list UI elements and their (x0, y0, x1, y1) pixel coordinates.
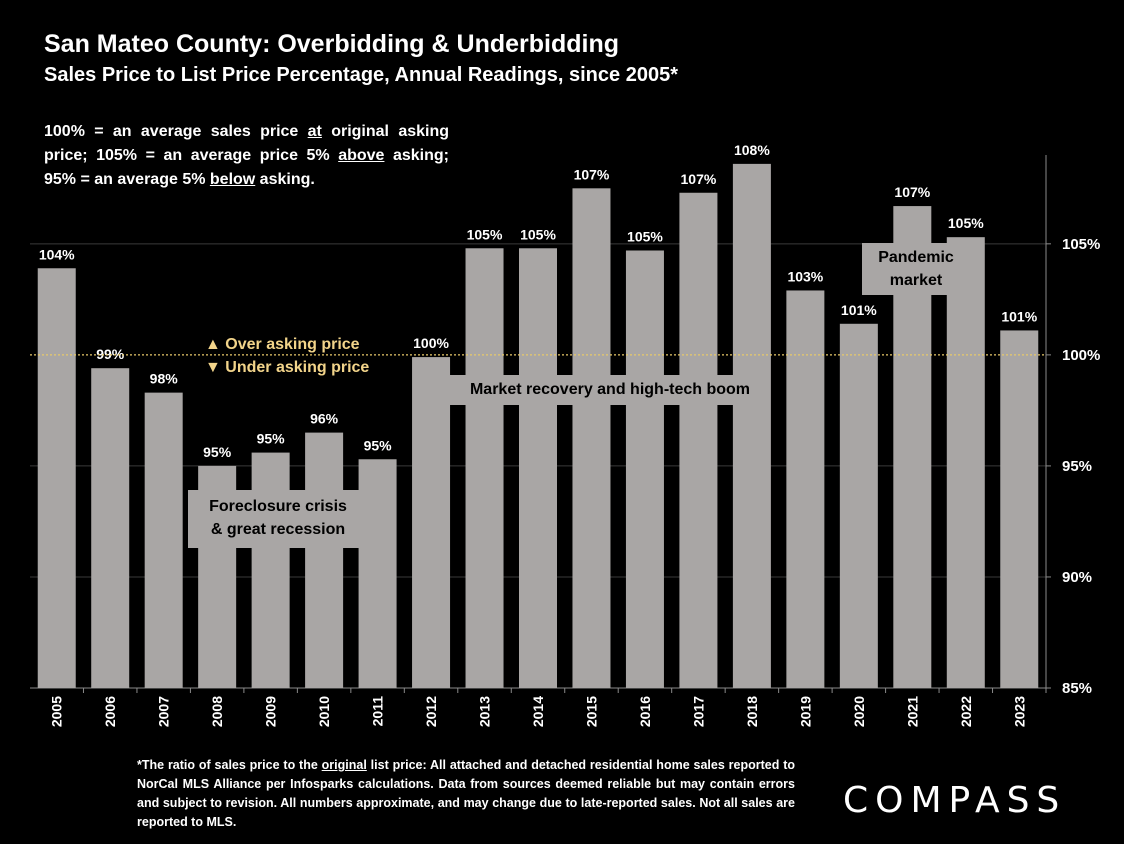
bar-2022 (946, 237, 985, 688)
value-label-2005: 104% (39, 246, 75, 262)
explainer-underline: at (307, 123, 322, 140)
compass-logo: COMPASS (843, 780, 1067, 821)
bar-2020 (839, 323, 878, 688)
x-tick-label-2009: 2009 (263, 696, 279, 727)
bar-2013 (465, 248, 504, 688)
explainer-underline: below (209, 171, 256, 188)
bar-2019 (786, 290, 825, 688)
explainer-underline: above (338, 147, 385, 164)
x-tick-label-2005: 2005 (49, 696, 65, 727)
value-label-2020: 101% (841, 302, 877, 318)
explainer-part: asking; 95% = an average 5% (44, 147, 449, 188)
legend-over-asking: ▲ Over asking price (205, 336, 360, 353)
value-label-2022: 105% (948, 215, 984, 231)
bar-2014 (519, 248, 557, 688)
footnote-part: *The ratio of sales price to the (137, 758, 322, 772)
x-tick-label-2022: 2022 (958, 696, 974, 727)
explainer-part: original asking price; 105% = an average… (44, 123, 450, 164)
y-tick-label-95: 95% (1062, 458, 1092, 475)
value-label-2012: 100% (413, 335, 449, 351)
annotation-foreclosure-line2: & great recession (210, 521, 346, 538)
bar-2010 (305, 432, 344, 688)
footnote-underline: original (321, 758, 367, 772)
reference-legend: ▲ Over asking price ▼ Under asking price (205, 333, 369, 379)
y-tick-label-100: 100% (1062, 347, 1100, 364)
bar-2007 (144, 392, 183, 688)
bar-2016 (625, 250, 664, 688)
value-label-2019: 103% (787, 268, 823, 284)
value-label-2018: 108% (734, 142, 770, 158)
explainer-part: asking. (255, 171, 315, 188)
x-tick-label-2017: 2017 (690, 696, 706, 727)
value-label-2010: 96% (310, 411, 339, 427)
value-label-2021: 107% (894, 184, 930, 200)
x-tick-label-2016: 2016 (637, 696, 653, 727)
chart-subtitle: Sales Price to List Price Percentage, An… (44, 64, 678, 86)
x-tick-label-2010: 2010 (316, 696, 332, 727)
x-tick-label-2006: 2006 (102, 696, 118, 727)
annotation-pandemic-line1: Pandemic (878, 249, 954, 266)
legend-under-asking: ▼ Under asking price (205, 359, 370, 376)
bar-2023 (1000, 330, 1039, 688)
value-label-2008: 95% (203, 444, 232, 460)
x-tick-label-2012: 2012 (423, 696, 439, 727)
value-label-2014: 105% (520, 226, 556, 242)
value-label-2016: 105% (627, 228, 663, 244)
value-label-2023: 101% (1001, 308, 1037, 324)
y-tick-label-90: 90% (1062, 569, 1092, 586)
value-label-2006: 99% (96, 346, 125, 362)
annotation-pandemic-line2: market (889, 272, 943, 289)
bar-2017 (679, 192, 718, 689)
x-tick-label-2023: 2023 (1011, 696, 1027, 727)
annotation-recovery: Market recovery and high-tech boom (450, 375, 770, 405)
annotation-pandemic: Pandemic market (862, 243, 970, 295)
annotation-foreclosure: Foreclosure crisis & great recession (188, 490, 368, 548)
bar-2012 (412, 357, 451, 688)
value-label-2017: 107% (681, 171, 717, 187)
annotation-foreclosure-line1: Foreclosure crisis (209, 498, 347, 515)
x-tick-label-2011: 2011 (370, 696, 386, 727)
x-tick-label-2015: 2015 (583, 696, 599, 727)
x-tick-label-2014: 2014 (530, 696, 546, 727)
value-label-2009: 95% (257, 431, 286, 447)
x-tick-label-2020: 2020 (851, 696, 867, 727)
x-tick-label-2007: 2007 (156, 696, 172, 727)
value-label-2013: 105% (467, 226, 503, 242)
bar-2009 (251, 452, 290, 688)
value-label-2011: 95% (364, 437, 393, 453)
explainer-part: 100% = an average sales price (44, 123, 308, 140)
footnote: *The ratio of sales price to the origina… (137, 756, 795, 832)
x-tick-label-2019: 2019 (797, 696, 813, 727)
bar-2018 (732, 163, 771, 689)
x-tick-label-2008: 2008 (209, 696, 225, 727)
y-tick-label-105: 105% (1062, 236, 1100, 253)
chart-title: San Mateo County: Overbidding & Underbid… (44, 30, 619, 58)
value-label-2015: 107% (574, 166, 610, 182)
footnote-part: list price: All attached and detached re… (137, 758, 795, 829)
bar-2005 (37, 268, 76, 688)
explainer-text: 100% = an average sales price at origina… (44, 120, 449, 192)
x-tick-label-2021: 2021 (904, 696, 920, 727)
bar-2006 (91, 368, 130, 688)
x-tick-label-2013: 2013 (477, 696, 493, 727)
value-label-2007: 98% (150, 371, 179, 387)
y-tick-label-85: 85% (1062, 680, 1092, 697)
bar-2015 (572, 188, 611, 688)
x-tick-label-2018: 2018 (744, 696, 760, 727)
